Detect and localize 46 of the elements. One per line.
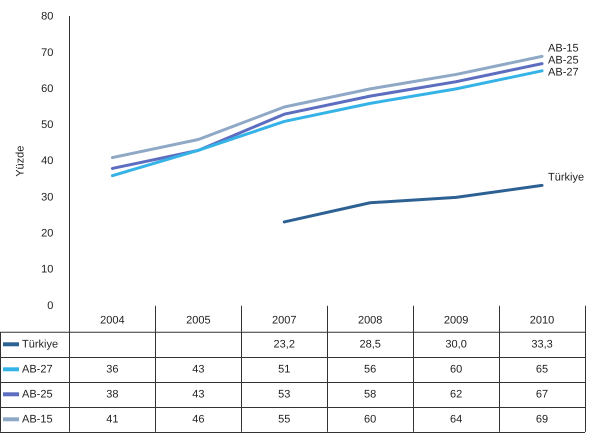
legend-label: AB-25 [22,388,53,400]
data-label: 36 [106,363,119,376]
data-label: 62 [450,388,462,400]
data-label: 28,5 [359,338,381,350]
text: Türkiye [548,171,584,184]
y-tick-label: 30 [41,191,54,204]
y-tick-label: 80 [41,10,54,23]
x-tick-label: 2009 [444,314,468,326]
y-tick-label: 0 [47,300,54,312]
data-label: 46 [192,413,204,426]
data-label: 60 [364,413,376,426]
x-tick-label: 2007 [272,314,296,326]
data-label: 65 [536,363,548,376]
x-tick-label: 2008 [358,314,382,326]
x-tick-label: 2004 [100,314,125,326]
text: AB-15 [548,42,579,54]
y-tick-label: 70 [41,46,54,59]
y-tick-label: 10 [41,264,54,276]
data-label: 23,2 [274,338,295,350]
legend-label: AB-27 [22,363,53,376]
data-label: 33,3 [531,338,553,350]
text: AB-27 [548,66,579,78]
y-tick-label: 40 [41,155,54,168]
text: AB-25 [548,54,579,66]
data-label: 55 [278,413,290,426]
y-tick-label: 60 [41,82,54,95]
data-label: 64 [450,413,462,426]
data-label: 60 [450,363,462,376]
data-label: 53 [278,388,290,400]
x-tick-label: 2010 [530,314,554,326]
data-label: 43 [192,363,204,376]
y-axis-title: Yüzde [14,146,27,177]
data-label: 69 [536,413,548,426]
data-label: 56 [364,363,376,376]
x-tick-label: 2005 [186,314,211,326]
y-tick-label: 20 [41,228,54,240]
data-label: 30,0 [445,338,467,350]
data-label: 38 [106,388,119,400]
data-label: 58 [364,388,376,400]
data-label: 41 [106,413,119,426]
data-label: 67 [536,388,548,400]
data-label: 51 [278,363,290,376]
legend-label: Türkiye [22,338,58,350]
y-tick-label: 50 [41,119,54,132]
legend-label: AB-15 [22,413,53,426]
data-label: 43 [192,388,204,400]
